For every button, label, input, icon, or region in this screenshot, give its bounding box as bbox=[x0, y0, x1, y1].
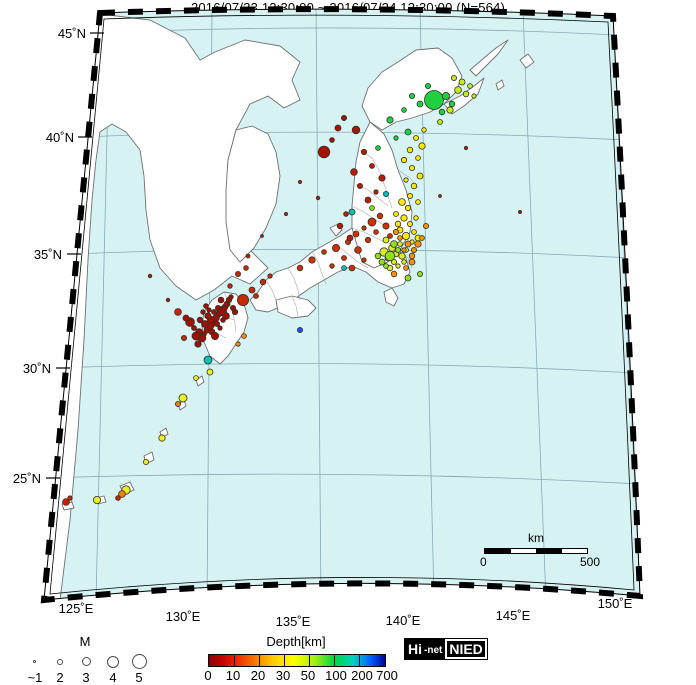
epicenter-markers bbox=[62, 75, 523, 506]
lat-label-35: 35˚N bbox=[34, 247, 62, 262]
hinet-nied-logo: Hi -net NIED bbox=[404, 638, 488, 660]
scale-bar-unit: km bbox=[528, 531, 544, 545]
lat-label-25: 25˚N bbox=[13, 471, 41, 486]
magnitude-label-5: 5 bbox=[135, 670, 143, 685]
lon-label-125: 125˚E bbox=[59, 601, 94, 616]
depth-tick-label-0: 0 bbox=[204, 668, 212, 683]
depth-legend: Depth[km] 0 10 20 30 50 100 200 700 bbox=[196, 634, 398, 683]
lon-label-145: 145˚E bbox=[496, 608, 531, 623]
colorbar-tick-10 bbox=[234, 655, 235, 666]
depth-colorbar-gradient bbox=[209, 655, 385, 666]
colorbar-tick-30 bbox=[284, 655, 285, 666]
logo-hi-text: Hi bbox=[405, 639, 424, 659]
magnitude-symbol-3 bbox=[82, 657, 91, 666]
depth-tick-label-100: 100 bbox=[325, 668, 347, 683]
colorbar-tick-50 bbox=[309, 655, 310, 666]
map-frame-inner-outline bbox=[49, 14, 635, 595]
scale-bar: km 0 500 bbox=[480, 531, 600, 571]
depth-tick-label-50: 50 bbox=[300, 668, 316, 683]
lat-label-30: 30˚N bbox=[23, 361, 51, 376]
magnitude-label-3: 3 bbox=[82, 670, 90, 685]
lon-label-130: 130˚E bbox=[166, 609, 201, 624]
magnitude-symbol-5 bbox=[132, 654, 147, 669]
magnitude-legend: M ~1 2 3 4 5 bbox=[20, 634, 150, 685]
latitude-tick-labels: 45˚N 40˚N 35˚N 30˚N 25˚N bbox=[13, 26, 86, 486]
latitude-ticks bbox=[46, 32, 104, 479]
depth-tick-label-20: 20 bbox=[250, 668, 266, 683]
logo-net-text: -net bbox=[424, 639, 446, 659]
magnitude-label-1: ~1 bbox=[27, 670, 43, 685]
depth-tick-label-30: 30 bbox=[275, 668, 291, 683]
map-frame-outline bbox=[43, 8, 641, 601]
scale-bar-left-label: 0 bbox=[480, 555, 487, 569]
longitude-tick-labels: 125˚E 130˚E 135˚E 140˚E 145˚E 150˚E bbox=[59, 596, 633, 629]
lat-label-40: 40˚N bbox=[46, 130, 74, 145]
lon-label-135: 135˚E bbox=[276, 614, 311, 629]
lon-label-140: 140˚E bbox=[386, 613, 421, 628]
lat-label-45: 45˚N bbox=[58, 26, 86, 41]
scale-bar-graphic bbox=[484, 548, 588, 554]
logo-nied-text: NIED bbox=[445, 639, 487, 659]
colorbar-tick-100 bbox=[334, 655, 335, 666]
magnitude-legend-title: M bbox=[79, 634, 91, 649]
depth-tick-label-700: 700 bbox=[376, 668, 398, 683]
magnitude-symbol-4 bbox=[107, 656, 119, 668]
depth-tick-label-200: 200 bbox=[351, 668, 373, 683]
lon-label-150: 150˚E bbox=[598, 596, 633, 611]
magnitude-symbol-2 bbox=[57, 659, 63, 665]
colorbar-tick-200 bbox=[359, 655, 360, 666]
scale-bar-right-label: 500 bbox=[579, 555, 600, 569]
magnitude-symbol-1 bbox=[33, 660, 36, 663]
depth-colorbar bbox=[208, 654, 386, 667]
colorbar-tick-20 bbox=[259, 655, 260, 666]
depth-legend-title: Depth[km] bbox=[266, 634, 326, 649]
magnitude-label-2: 2 bbox=[56, 670, 64, 685]
magnitude-label-4: 4 bbox=[109, 670, 117, 685]
depth-tick-label-10: 10 bbox=[225, 668, 241, 683]
